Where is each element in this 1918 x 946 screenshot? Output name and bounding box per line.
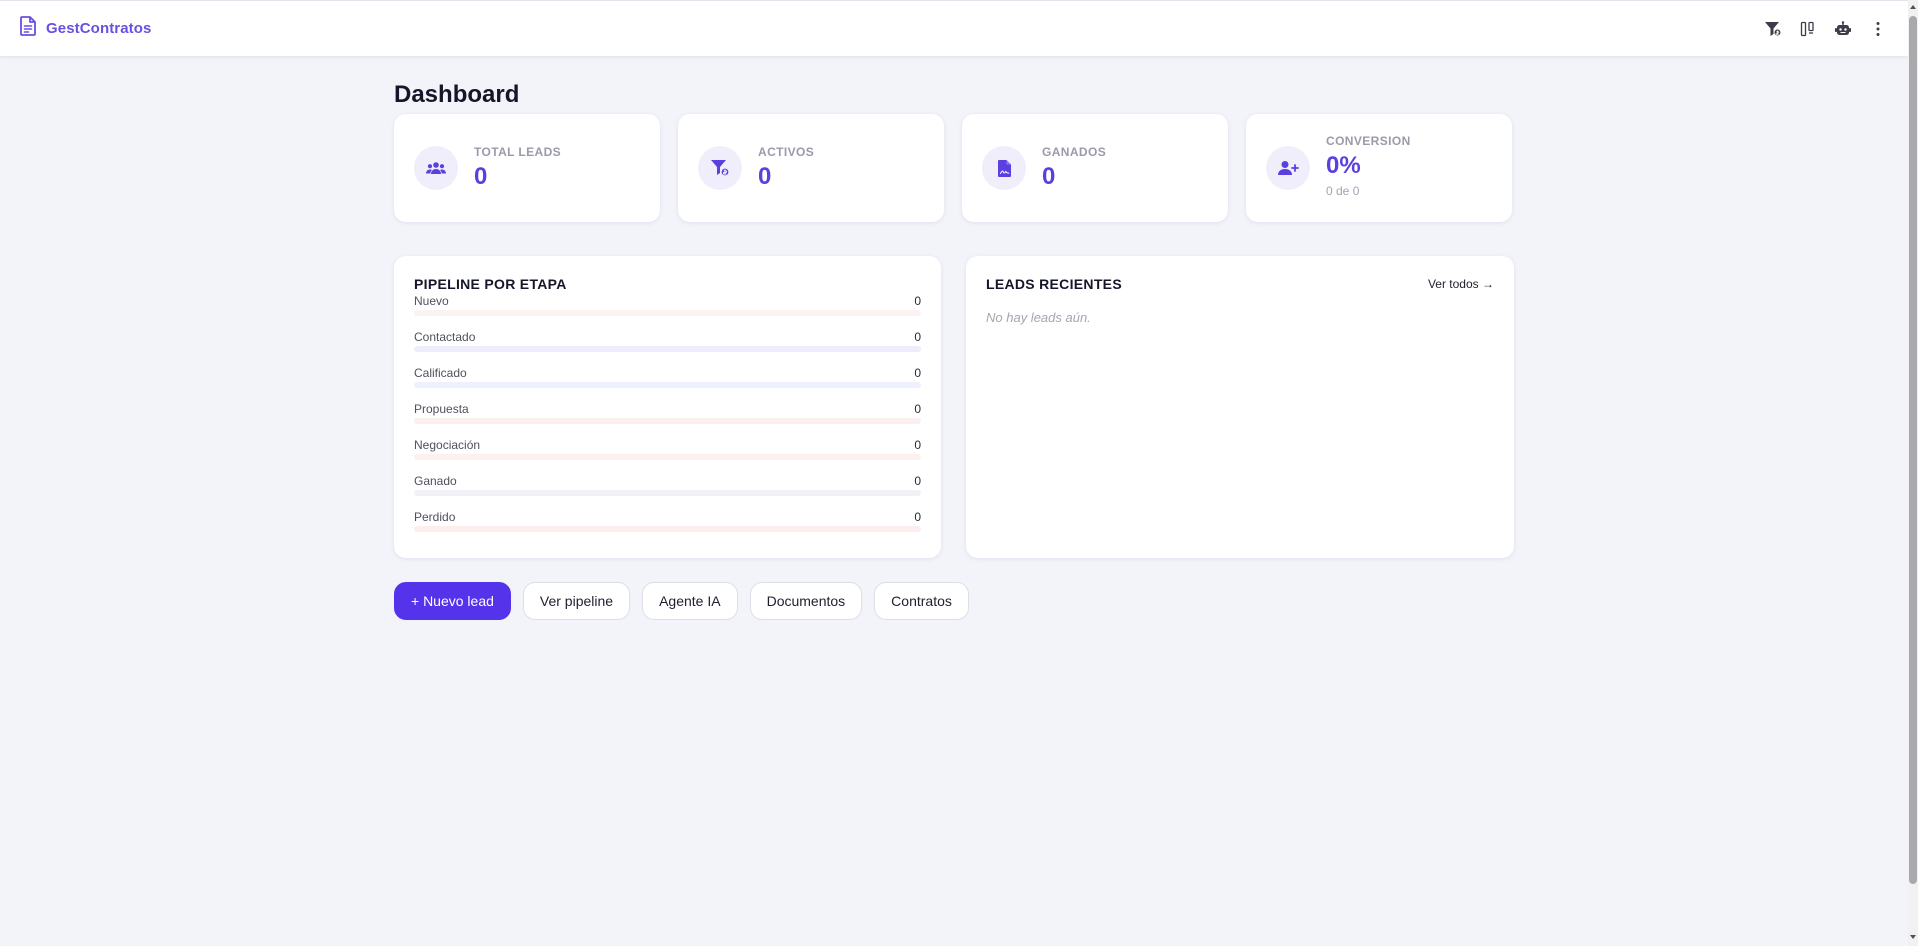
page-title: Dashboard bbox=[394, 81, 520, 108]
brand-name: GestContratos bbox=[46, 20, 152, 37]
pipeline-title: PIPELINE POR ETAPA bbox=[414, 276, 567, 292]
ai-agent-button[interactable]: Agente IA bbox=[642, 582, 738, 620]
stage-name: Negociación bbox=[414, 438, 481, 452]
stage-bar bbox=[414, 490, 921, 496]
stage-count: 0 bbox=[914, 510, 921, 524]
see-all-link[interactable]: Ver todos → bbox=[1427, 277, 1494, 291]
top-actions bbox=[1763, 19, 1888, 39]
stage-bar bbox=[414, 526, 921, 532]
stat-card-ganados: GANADOS 0 bbox=[962, 114, 1228, 222]
contract-file-icon bbox=[982, 146, 1026, 190]
documents-button[interactable]: Documentos bbox=[749, 582, 863, 620]
stage-bar bbox=[414, 454, 921, 460]
stage-bar bbox=[414, 418, 921, 424]
stage-count: 0 bbox=[914, 330, 921, 344]
stat-value: 0 bbox=[1042, 163, 1056, 190]
stage-count: 0 bbox=[914, 402, 921, 416]
pipeline-stages: Nuevo 0 Contactado 0 Calificado 0 Propue… bbox=[414, 292, 921, 544]
stage-count: 0 bbox=[914, 294, 921, 308]
robot-icon[interactable] bbox=[1833, 19, 1853, 39]
stage-name: Nuevo bbox=[414, 294, 449, 308]
stat-value: 0 bbox=[474, 163, 488, 190]
stage-name: Calificado bbox=[414, 366, 467, 380]
scroll-up-icon[interactable] bbox=[1908, 2, 1918, 12]
pipeline-stage: Ganado 0 bbox=[414, 472, 921, 508]
stat-card-conversion: CONVERSION 0% 0 de 0 bbox=[1246, 114, 1512, 222]
stat-label: TOTAL LEADS bbox=[474, 145, 562, 159]
stat-card-activos: ACTIVOS 0 bbox=[678, 114, 944, 222]
stage-count: 0 bbox=[914, 366, 921, 380]
stat-label: CONVERSION bbox=[1326, 134, 1411, 148]
stat-value: 0 bbox=[758, 163, 772, 190]
users-icon bbox=[414, 146, 458, 190]
more-vertical-icon[interactable] bbox=[1868, 19, 1888, 39]
user-plus-icon bbox=[1266, 146, 1310, 190]
stage-bar bbox=[414, 310, 921, 316]
stats-row: TOTAL LEADS 0 ACTIVOS 0 bbox=[394, 114, 1514, 222]
contracts-button[interactable]: Contratos bbox=[874, 582, 969, 620]
recent-leads-panel: LEADS RECIENTES Ver todos → No hay leads… bbox=[966, 256, 1514, 558]
stage-bar bbox=[414, 382, 921, 388]
scrollbar-thumb[interactable] bbox=[1909, 16, 1917, 884]
pipeline-stage: Perdido 0 bbox=[414, 508, 921, 544]
funnel-dollar-icon[interactable] bbox=[1763, 19, 1783, 39]
kanban-board-icon[interactable] bbox=[1798, 19, 1818, 39]
stage-name: Propuesta bbox=[414, 402, 469, 416]
stat-sub: 0 de 0 bbox=[1326, 184, 1360, 198]
brand[interactable]: GestContratos bbox=[19, 16, 151, 41]
pipeline-stage: Negociación 0 bbox=[414, 436, 921, 472]
stage-name: Ganado bbox=[414, 474, 457, 488]
pipeline-stage: Contactado 0 bbox=[414, 328, 921, 364]
funnel-dollar-icon bbox=[698, 146, 742, 190]
recent-leads-title: LEADS RECIENTES bbox=[986, 276, 1122, 292]
recent-leads-header: LEADS RECIENTES Ver todos → bbox=[986, 276, 1494, 292]
scroll-down-icon[interactable] bbox=[1908, 932, 1918, 942]
empty-state: No hay leads aún. bbox=[986, 310, 1091, 325]
top-bar: GestContratos bbox=[0, 0, 1908, 57]
pipeline-stage: Calificado 0 bbox=[414, 364, 921, 400]
stage-count: 0 bbox=[914, 474, 921, 488]
stage-bar bbox=[414, 346, 921, 352]
new-lead-button[interactable]: + Nuevo lead bbox=[394, 582, 511, 620]
page-scrollbar[interactable] bbox=[1908, 0, 1918, 946]
pipeline-stage: Nuevo 0 bbox=[414, 292, 921, 328]
stage-count: 0 bbox=[914, 438, 921, 452]
stage-name: Perdido bbox=[414, 510, 456, 524]
stat-label: GANADOS bbox=[1042, 145, 1107, 159]
pipeline-stage: Propuesta 0 bbox=[414, 400, 921, 436]
view-pipeline-button[interactable]: Ver pipeline bbox=[522, 582, 631, 620]
stage-name: Contactado bbox=[414, 330, 476, 344]
document-icon bbox=[19, 16, 37, 41]
pipeline-panel: PIPELINE POR ETAPA Nuevo 0 Contactado 0 … bbox=[394, 256, 941, 558]
quick-actions: + Nuevo lead Ver pipeline Agente IA Docu… bbox=[394, 582, 969, 620]
stat-card-total-leads: TOTAL LEADS 0 bbox=[394, 114, 660, 222]
stat-value: 0% bbox=[1326, 152, 1361, 179]
stat-label: ACTIVOS bbox=[758, 145, 815, 159]
